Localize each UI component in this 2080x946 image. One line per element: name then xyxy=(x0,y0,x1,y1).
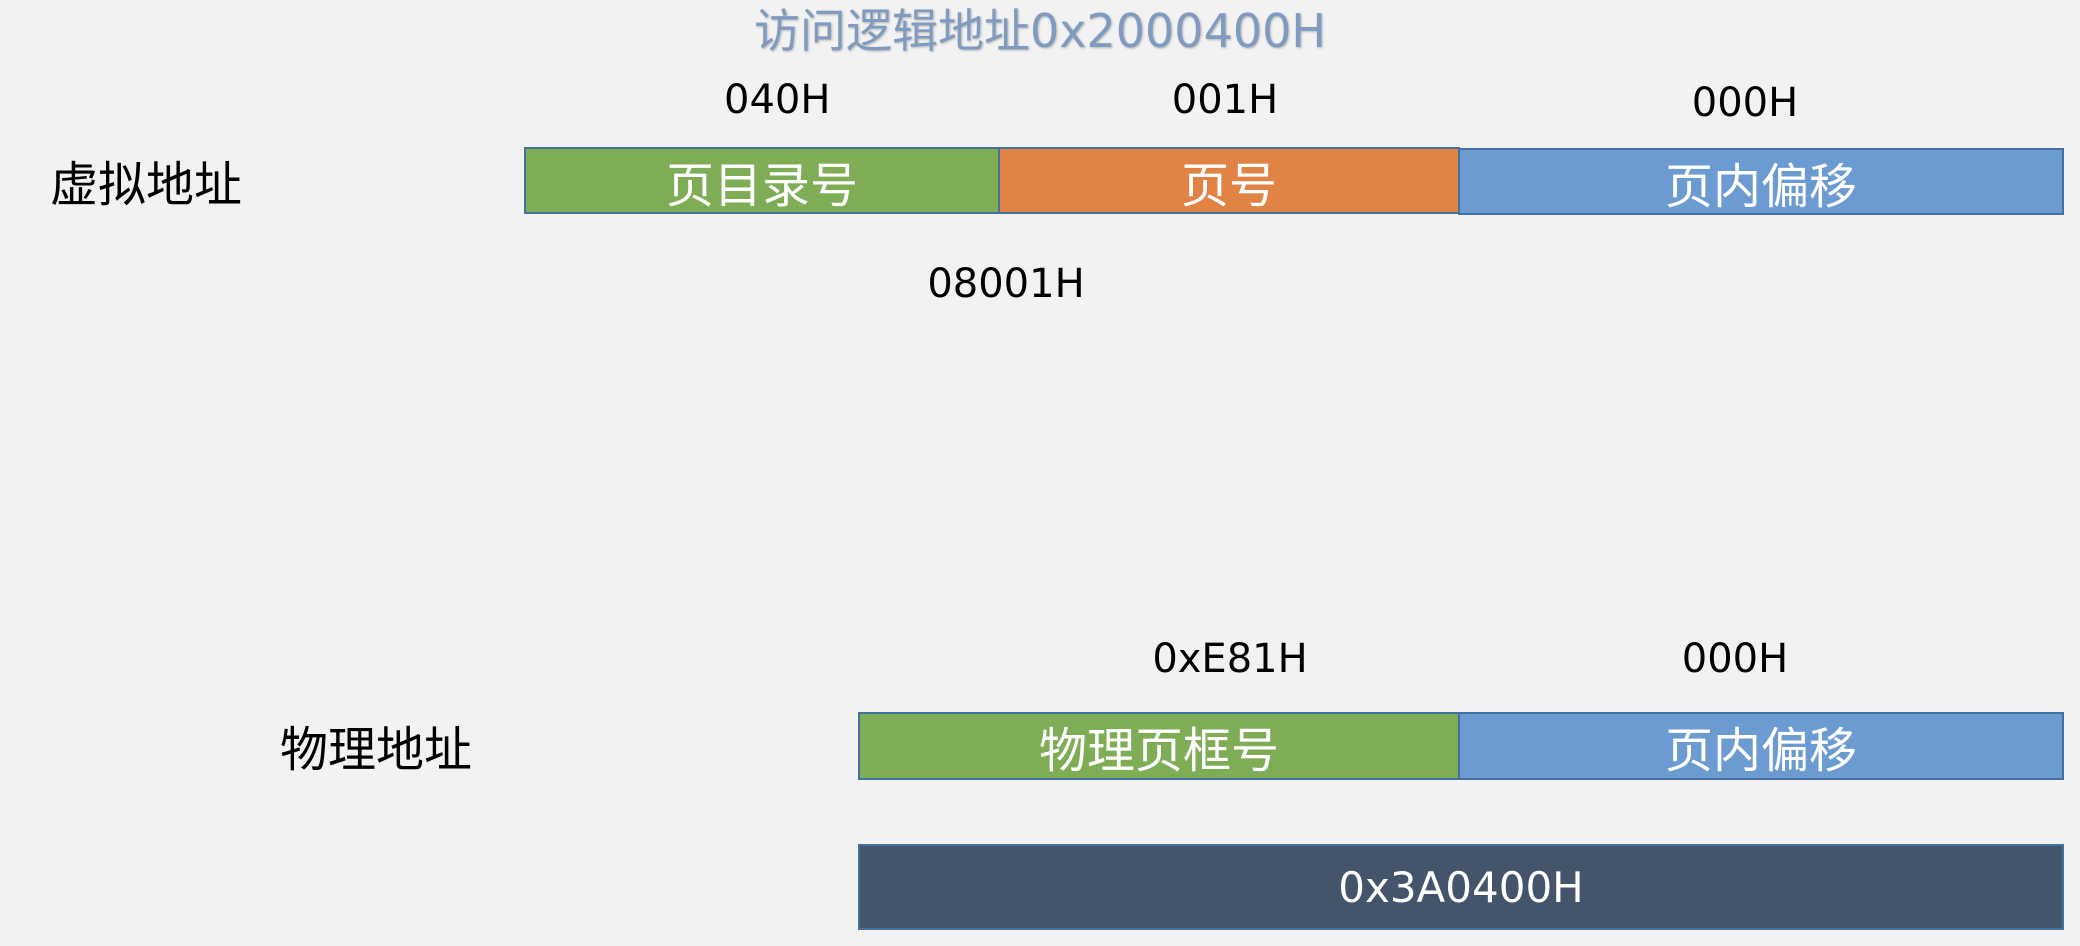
page-directory-label: 页目录号 xyxy=(665,157,858,214)
physical-address-result: 0x3A0400H xyxy=(858,844,2064,930)
physical-address-result-value: 0x3A0400H xyxy=(1338,862,1584,912)
physical-offset-label: 页内偏移 xyxy=(1664,723,1857,779)
physical-offset-field: 页内偏移 xyxy=(1458,712,2064,780)
page-frame-label: 物理页框号 xyxy=(1038,723,1279,779)
page-number-field: 页号 xyxy=(998,147,1460,214)
diagram-title: 访问逻辑地址0x2000400H xyxy=(754,4,1326,58)
page-number-value: 001H xyxy=(1171,77,1279,123)
physical-offset-value: 000H xyxy=(1681,636,1789,682)
page-frame-field: 物理页框号 xyxy=(858,712,1460,780)
page-directory-field: 页目录号 xyxy=(524,147,1000,214)
virtual-offset-label: 页内偏移 xyxy=(1664,158,1857,215)
virtual-offset-field: 页内偏移 xyxy=(1458,148,2064,215)
page-offset-value: 000H xyxy=(1691,80,1799,126)
virtual-address-label: 虚拟地址 xyxy=(50,157,243,213)
physical-address-label: 物理地址 xyxy=(280,722,473,778)
page-directory-value: 040H xyxy=(724,77,831,123)
page-frame-value: 0xE81H xyxy=(1152,636,1308,682)
page-number-label: 页号 xyxy=(1180,157,1277,214)
combined-page-index: 08001H xyxy=(927,261,1085,307)
